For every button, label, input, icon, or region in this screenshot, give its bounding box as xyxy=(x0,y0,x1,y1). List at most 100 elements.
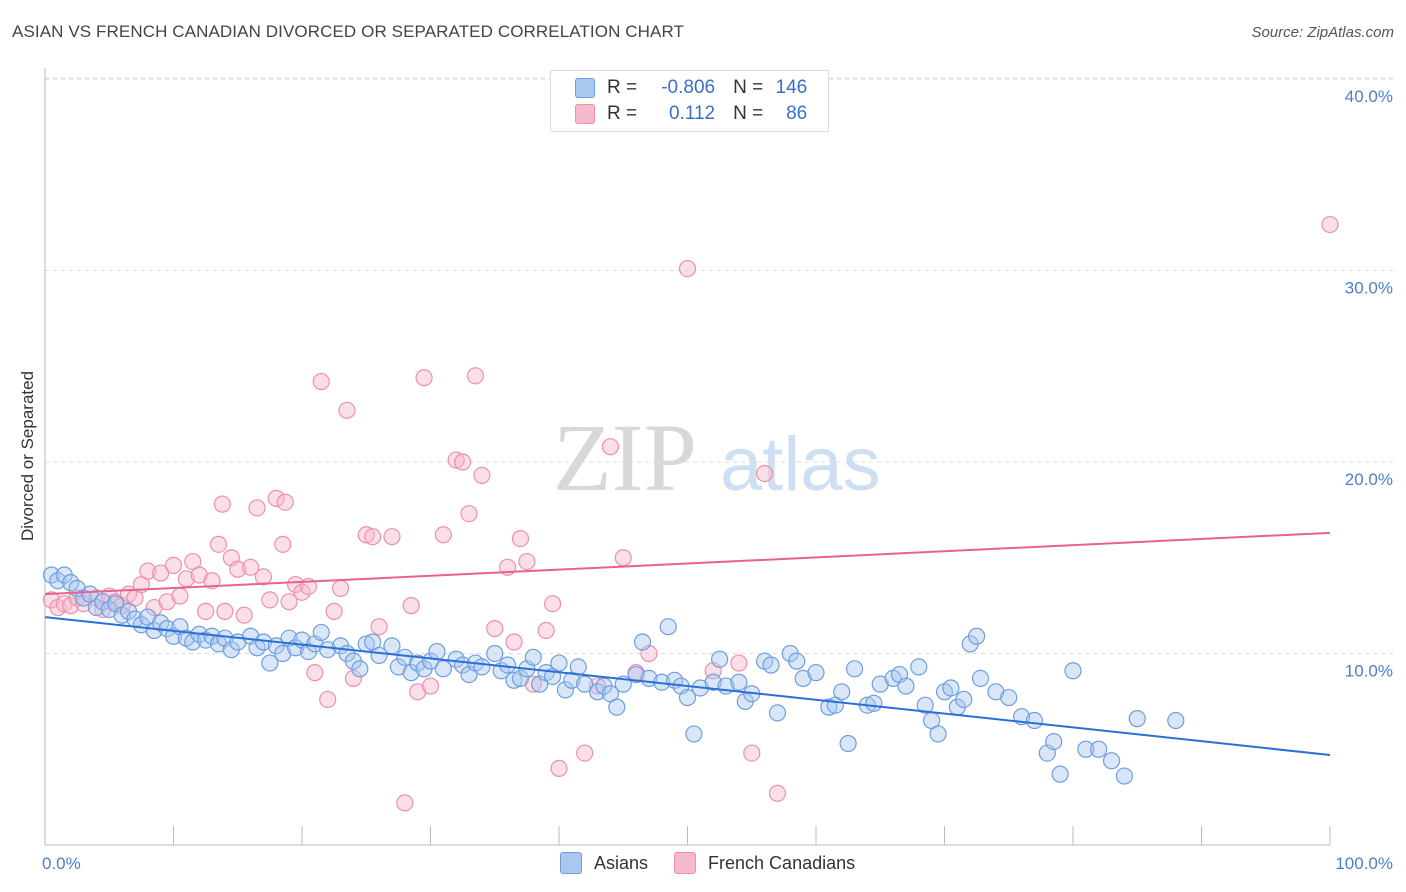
asians-point xyxy=(968,627,986,645)
asians-point xyxy=(1045,732,1063,751)
asians-point xyxy=(87,598,106,617)
french-canadians-point xyxy=(68,589,86,607)
watermark-atlas: atlas xyxy=(720,422,881,507)
french-canadians-point xyxy=(267,489,285,507)
french-canadians-point xyxy=(473,466,491,485)
x-tick-label-max: 100.0% xyxy=(1335,854,1393,873)
french-canadians-point xyxy=(454,453,472,471)
x-ticks xyxy=(44,826,1331,845)
asians-point xyxy=(1025,711,1044,730)
french-canadians-point xyxy=(152,564,170,582)
asians-point xyxy=(971,669,990,687)
asians-point xyxy=(788,652,806,670)
asians-point xyxy=(1102,752,1121,770)
asians-point xyxy=(910,658,928,676)
asians-point xyxy=(678,688,697,707)
french-canadians-point xyxy=(755,464,774,483)
french-canadians-point xyxy=(312,372,330,391)
french-canadians-point xyxy=(768,784,787,802)
asians-point xyxy=(608,698,626,716)
asians-point xyxy=(833,683,851,701)
asians-point xyxy=(409,654,427,672)
asians-point xyxy=(704,673,722,691)
french-canadians-point xyxy=(370,618,388,636)
asians-point xyxy=(152,614,170,632)
legend-n-label: N = xyxy=(733,77,764,98)
french-canadians-trend-line xyxy=(44,531,1331,596)
asians-point xyxy=(550,654,568,672)
asians-point xyxy=(447,650,465,668)
asians-point xyxy=(1128,710,1146,728)
asians-point xyxy=(486,644,504,663)
french-canadians-point xyxy=(537,621,555,640)
french-canadians-point xyxy=(139,562,157,580)
french-canadians-point xyxy=(460,505,478,523)
french-canadians-point xyxy=(216,602,234,620)
legend-r-label: R = xyxy=(607,77,638,98)
y-tick-label: 10.0% xyxy=(1345,662,1393,681)
asians-point xyxy=(1115,767,1134,785)
french-canadians-point xyxy=(306,664,324,682)
asians-point xyxy=(524,648,542,666)
legend-r-value: -0.806 xyxy=(661,77,716,98)
french-canadians-point xyxy=(511,529,530,548)
asians-point xyxy=(370,646,388,665)
asians-point xyxy=(865,694,883,712)
trend-lines xyxy=(44,531,1331,756)
asians-point xyxy=(499,656,517,674)
french-canadians-point xyxy=(518,552,536,571)
y-axis-label: Divorced or Separated xyxy=(18,371,37,541)
legend-row-french-canadians: R = 0.112 N = 86 xyxy=(575,103,807,125)
source-note: Source: ZipAtlas.com xyxy=(1251,24,1394,41)
asians-point xyxy=(49,572,67,590)
asians-trend-line xyxy=(44,616,1331,756)
legend-swatch-french-canadians xyxy=(575,104,595,124)
legend-item-asians[interactable]: Asians xyxy=(560,852,648,874)
stats-legend: R = -0.806 N = 146 R = 0.112 N = 86 xyxy=(550,70,829,132)
french-canadians-points xyxy=(42,215,1339,812)
asians-point xyxy=(1090,740,1108,758)
y-tick-label: 20.0% xyxy=(1345,470,1393,489)
french-canadians-point xyxy=(421,677,440,695)
french-canadians-point xyxy=(248,499,266,517)
french-canadians-point xyxy=(614,549,632,567)
french-canadians-point xyxy=(588,677,607,695)
asians-point xyxy=(730,673,748,691)
french-canadians-point xyxy=(402,597,420,615)
legend-row-asians: R = -0.806 N = 146 xyxy=(575,77,807,99)
series-legend: Asians French Canadians xyxy=(560,852,881,874)
y-tick-labels: 10.0% 20.0% 30.0% 40.0% xyxy=(1345,87,1393,681)
french-canadians-point xyxy=(254,568,273,586)
asians-point xyxy=(428,642,446,661)
french-canadians-point xyxy=(229,560,247,578)
asians-point xyxy=(576,675,594,693)
asians-point xyxy=(473,658,491,676)
french-canadians-point xyxy=(203,572,221,590)
asians-point xyxy=(929,725,947,743)
french-canadians-point xyxy=(331,579,350,597)
asians-point xyxy=(633,633,652,651)
chart-title: ASIAN VS FRENCH CANADIAN DIVORCED OR SEP… xyxy=(12,22,685,41)
french-canadians-point xyxy=(280,593,298,611)
asians-point xyxy=(659,618,677,636)
asians-point xyxy=(839,734,857,753)
asians-point xyxy=(1051,765,1069,783)
french-canadians-point xyxy=(743,744,761,762)
asians-point xyxy=(768,704,787,722)
legend-r-value: 0.112 xyxy=(668,103,716,124)
french-canadians-point xyxy=(209,535,228,553)
legend-item-french-canadians[interactable]: French Canadians xyxy=(674,852,855,874)
french-canadians-point xyxy=(730,654,748,672)
asians-point xyxy=(351,660,369,678)
asians-point xyxy=(820,698,838,716)
asians-point xyxy=(569,658,587,676)
x-tick-label-min: 0.0% xyxy=(42,854,81,873)
legend-swatch-asians xyxy=(560,852,582,874)
asians-point xyxy=(319,641,337,659)
legend-r-label: R = xyxy=(607,103,638,124)
legend-n-value: 146 xyxy=(775,77,808,98)
asians-point xyxy=(845,660,864,678)
french-canadians-point xyxy=(486,620,504,638)
french-canadians-point xyxy=(276,493,294,511)
french-canadians-point xyxy=(415,369,433,387)
